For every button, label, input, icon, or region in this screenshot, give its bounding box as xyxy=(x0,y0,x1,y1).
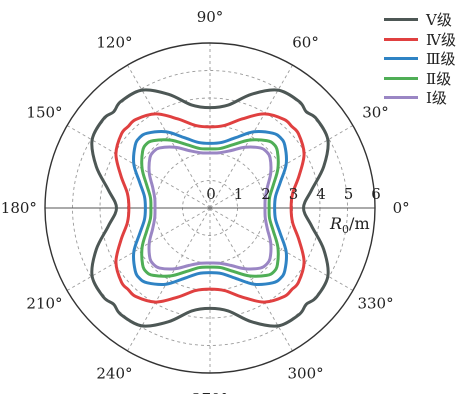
angle-tick-label: 60° xyxy=(292,33,319,51)
angle-tick-label: 300° xyxy=(287,365,323,383)
legend-label: Ⅳ级 xyxy=(426,30,456,49)
legend-label: Ⅴ级 xyxy=(426,11,452,30)
legend-swatch xyxy=(384,76,418,80)
angle-tick-label: 210° xyxy=(26,295,62,313)
legend-swatch xyxy=(384,57,418,61)
series-line xyxy=(132,130,288,286)
radial-tick-label: 1 xyxy=(234,185,244,203)
series-line xyxy=(140,138,280,278)
polar-grid xyxy=(44,42,376,374)
angle-tick-label: 270° xyxy=(192,390,228,394)
angle-tick-label: 0° xyxy=(393,199,410,217)
radial-tick-label: 5 xyxy=(344,185,354,203)
legend-swatch xyxy=(384,37,418,41)
legend-swatch xyxy=(384,96,418,100)
angle-tick-label: 30° xyxy=(362,103,389,121)
radial-tick-label: 2 xyxy=(261,185,271,203)
angle-tick-label: 330° xyxy=(357,295,393,313)
series-line xyxy=(90,88,330,328)
series-group xyxy=(90,88,330,328)
axis-label: R0/m xyxy=(329,214,370,236)
legend-item: Ⅴ级 xyxy=(384,10,456,30)
legend-item: Ⅲ级 xyxy=(384,49,456,69)
angle-tick-label: 120° xyxy=(96,33,132,51)
radial-tick-label: 6 xyxy=(371,185,381,203)
tick-labels: 01234560°30°60°90°120°150°180°210°240°27… xyxy=(1,8,410,394)
legend-label: Ⅰ级 xyxy=(426,89,447,108)
legend-swatch xyxy=(384,18,418,22)
legend-label: Ⅲ级 xyxy=(426,50,456,69)
series-line xyxy=(147,145,273,271)
radial-tick-label: 4 xyxy=(316,185,326,203)
series-line xyxy=(114,112,306,304)
legend-item: Ⅳ级 xyxy=(384,30,456,50)
radial-tick-label: 0 xyxy=(206,185,216,203)
legend-item: Ⅱ级 xyxy=(384,69,456,89)
angle-tick-label: 90° xyxy=(197,8,224,26)
angle-tick-label: 150° xyxy=(26,103,62,121)
radial-tick-label: 3 xyxy=(289,185,299,203)
outer-circle xyxy=(44,42,376,374)
angle-tick-label: 240° xyxy=(96,365,132,383)
legend: Ⅴ级 Ⅳ级 Ⅲ级 Ⅱ级 Ⅰ级 xyxy=(384,10,456,108)
legend-item: Ⅰ级 xyxy=(384,88,456,108)
angle-tick-label: 180° xyxy=(1,199,37,217)
legend-label: Ⅱ级 xyxy=(426,69,452,88)
